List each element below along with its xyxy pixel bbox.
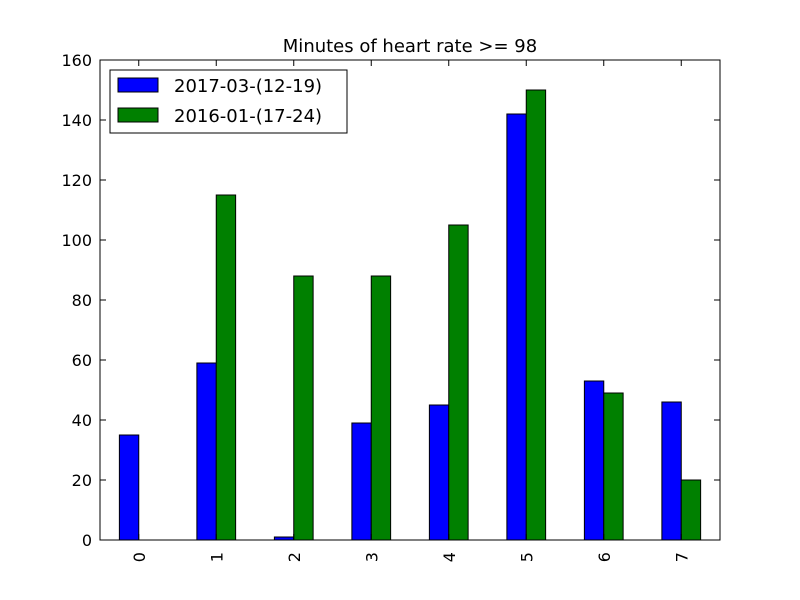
bar-series-1-cat-0 (118, 434, 140, 541)
bars-layer (118, 89, 702, 541)
legend-swatch-series-2 (117, 107, 159, 123)
bar-series-1-cat-5 (506, 113, 527, 541)
bar-series-1-cat-3 (351, 422, 372, 541)
y-tick-label: 20 (72, 471, 92, 490)
bar-series-1-cat-4 (428, 404, 450, 541)
legend-swatch-series-1 (117, 77, 159, 93)
x-tick-label: 3 (362, 552, 381, 562)
y-tick-label: 0 (82, 531, 92, 550)
bar-series-1-cat-7 (661, 401, 682, 541)
x-tick-label: 7 (672, 552, 691, 562)
bar-series-1-cat-6 (583, 380, 605, 541)
y-tick-label: 100 (61, 231, 92, 250)
x-tick-label: 0 (130, 552, 149, 562)
y-axis: 0 20 40 60 80 100 120 140 160 (61, 51, 720, 550)
bar-series-2-cat-1 (215, 194, 237, 541)
bar-series-2-cat-2 (293, 275, 314, 541)
x-tick-label: 1 (207, 552, 226, 562)
legend-label-series-2: 2016-01-(17-24) (174, 106, 322, 127)
y-tick-label: 140 (61, 111, 92, 130)
legend-label-series-1: 2017-03-(12-19) (174, 76, 322, 97)
chart-title: Minutes of heart rate >= 98 (283, 36, 537, 57)
y-tick-label: 160 (61, 51, 92, 70)
bar-series-2-cat-6 (603, 392, 624, 541)
x-tick-label: 6 (595, 552, 614, 562)
y-tick-label: 80 (72, 291, 92, 310)
bar-series-2-cat-3 (370, 275, 392, 541)
x-axis: 0 1 2 3 4 5 6 7 (130, 60, 691, 562)
bar-series-2-cat-4 (448, 224, 469, 541)
legend: 2017-03-(12-19) 2016-01-(17-24) (109, 69, 348, 134)
y-tick-label: 40 (72, 411, 92, 430)
x-tick-label: 2 (285, 552, 304, 562)
x-tick-label: 5 (517, 552, 536, 562)
bar-series-2-cat-7 (680, 479, 702, 541)
bar-series-1-cat-1 (196, 362, 217, 541)
x-tick-label: 4 (440, 552, 459, 562)
y-tick-label: 120 (61, 171, 92, 190)
bar-series-2-cat-5 (525, 89, 547, 541)
y-tick-label: 60 (72, 351, 92, 370)
